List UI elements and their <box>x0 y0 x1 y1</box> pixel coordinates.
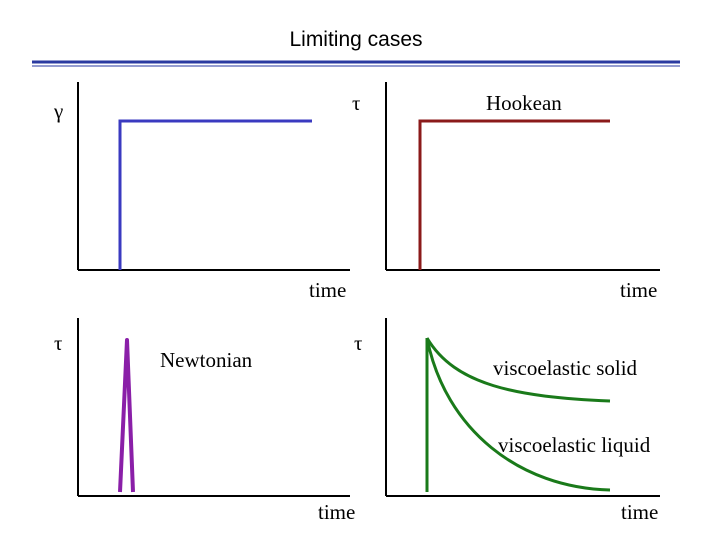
newtonian-panel: τ Newtonian time <box>54 318 355 524</box>
viscoelastic-liquid-curve <box>425 337 611 492</box>
viscoelastic-liquid-label: viscoelastic liquid <box>498 433 651 457</box>
strain-panel: γ time <box>53 82 350 302</box>
viscoelastic-panel: τ viscoelastic solid viscoelastic liquid… <box>354 318 660 524</box>
viscoelastic-x-label: time <box>621 500 658 524</box>
hookean-curve-label: Hookean <box>486 91 562 115</box>
hookean-step-curve <box>418 119 610 270</box>
viscoelastic-y-symbol: τ <box>354 331 362 355</box>
newtonian-y-symbol: τ <box>54 331 62 355</box>
slide-title: Limiting cases <box>289 28 423 51</box>
strain-x-label: time <box>309 278 346 302</box>
hookean-y-symbol: τ <box>352 91 360 115</box>
newtonian-spike-curve <box>118 338 135 493</box>
viscoelastic-solid-label: viscoelastic solid <box>493 356 638 380</box>
viscoelastic-solid-curve <box>425 337 611 403</box>
title-rule <box>32 60 680 67</box>
strain-y-symbol: γ <box>53 99 63 123</box>
hookean-x-label: time <box>620 278 657 302</box>
strain-step-curve <box>118 119 312 270</box>
newtonian-x-label: time <box>318 500 355 524</box>
hookean-panel: τ Hookean time <box>352 82 660 302</box>
newtonian-curve-label: Newtonian <box>160 348 253 372</box>
